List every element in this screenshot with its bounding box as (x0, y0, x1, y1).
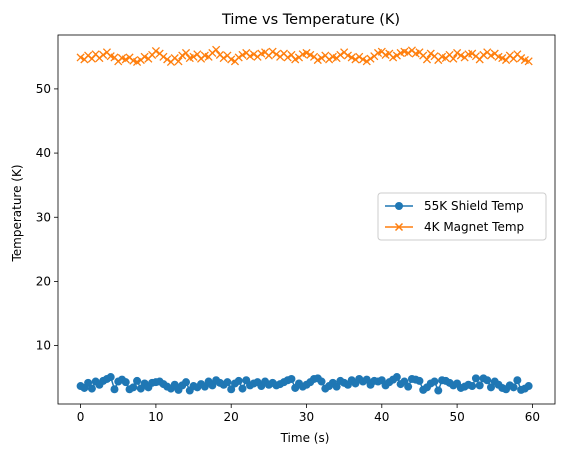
x-tick-label: 30 (299, 410, 314, 424)
y-axis-label: Temperature (K) (10, 164, 24, 262)
data-point (524, 57, 533, 66)
legend-marker-magnet (394, 222, 404, 232)
data-point (287, 374, 296, 383)
legend-label-shield: 55K Shield Temp (424, 199, 524, 213)
data-point (268, 47, 277, 56)
data-point (272, 50, 281, 59)
y-tick-label: 30 (36, 210, 51, 224)
data-point (234, 376, 243, 385)
data-point (174, 57, 183, 66)
data-point (84, 378, 93, 387)
data-point (404, 382, 413, 391)
data-point (366, 54, 375, 63)
series-magnet (76, 45, 533, 67)
data-point (468, 49, 477, 58)
y-axis: 10 20 30 40 50 (36, 82, 58, 353)
legend-box (377, 192, 547, 241)
data-point (509, 383, 518, 392)
data-point (513, 376, 522, 385)
data-point (317, 54, 326, 63)
y-tick-label: 40 (36, 146, 51, 160)
data-point (483, 376, 492, 385)
x-axis-label: Time (s) (280, 431, 330, 445)
data-point (404, 48, 413, 58)
data-point (133, 376, 142, 385)
data-point (524, 382, 533, 391)
x-tick-label: 60 (525, 410, 540, 424)
data-point (234, 53, 243, 62)
data-point (453, 48, 462, 58)
data-point (430, 377, 439, 386)
legend-marker-shield (395, 202, 403, 210)
data-point (110, 385, 119, 394)
data-point (325, 55, 334, 64)
data-point (181, 48, 191, 58)
x-tick-label: 20 (224, 410, 239, 424)
data-point (392, 373, 401, 382)
data-point (87, 384, 96, 393)
data-point (434, 386, 443, 395)
y-tick-label: 10 (36, 339, 51, 353)
x-tick-label: 50 (449, 410, 464, 424)
data-point (355, 52, 364, 61)
y-tick-label: 20 (36, 274, 51, 288)
data-point (151, 46, 160, 56)
data-point (223, 378, 232, 387)
data-point (129, 383, 138, 392)
data-point (317, 377, 326, 386)
data-point (336, 50, 345, 59)
series-layer (76, 45, 533, 395)
data-point (189, 52, 198, 61)
data-point (106, 373, 115, 382)
data-point (351, 55, 360, 64)
data-point (159, 52, 168, 61)
x-tick-label: 40 (374, 410, 389, 424)
y-tick-label: 50 (36, 82, 51, 96)
plot-area: 0 10 20 30 40 50 60 10 20 30 40 50 (36, 34, 556, 424)
x-tick-label: 0 (77, 410, 85, 424)
data-point (249, 50, 258, 59)
data-point (332, 382, 341, 391)
data-point (415, 376, 424, 385)
data-point (479, 50, 488, 59)
data-point (422, 55, 432, 64)
data-point (475, 381, 484, 390)
x-tick-label: 10 (148, 410, 163, 424)
data-point (449, 54, 458, 63)
data-point (471, 374, 480, 383)
legend-label-magnet: 4K Magnet Temp (424, 220, 524, 234)
data-point (178, 51, 187, 60)
data-point (219, 54, 228, 63)
series-shield (76, 373, 533, 395)
data-point (182, 378, 191, 387)
data-point (163, 55, 172, 64)
data-point (227, 385, 236, 394)
data-point (212, 45, 221, 54)
data-point (486, 383, 495, 392)
data-point (283, 53, 292, 62)
data-point (121, 378, 130, 387)
data-point (238, 384, 247, 393)
data-point (99, 50, 108, 59)
chart-title: Time vs Temperature (K) (221, 12, 400, 28)
data-point (362, 57, 371, 66)
data-point (468, 382, 477, 391)
data-point (426, 49, 435, 58)
data-point (392, 51, 401, 60)
x-axis: 0 10 20 30 40 50 60 (77, 404, 540, 424)
legend: 55K Shield Temp 4K Magnet Temp (377, 192, 547, 241)
